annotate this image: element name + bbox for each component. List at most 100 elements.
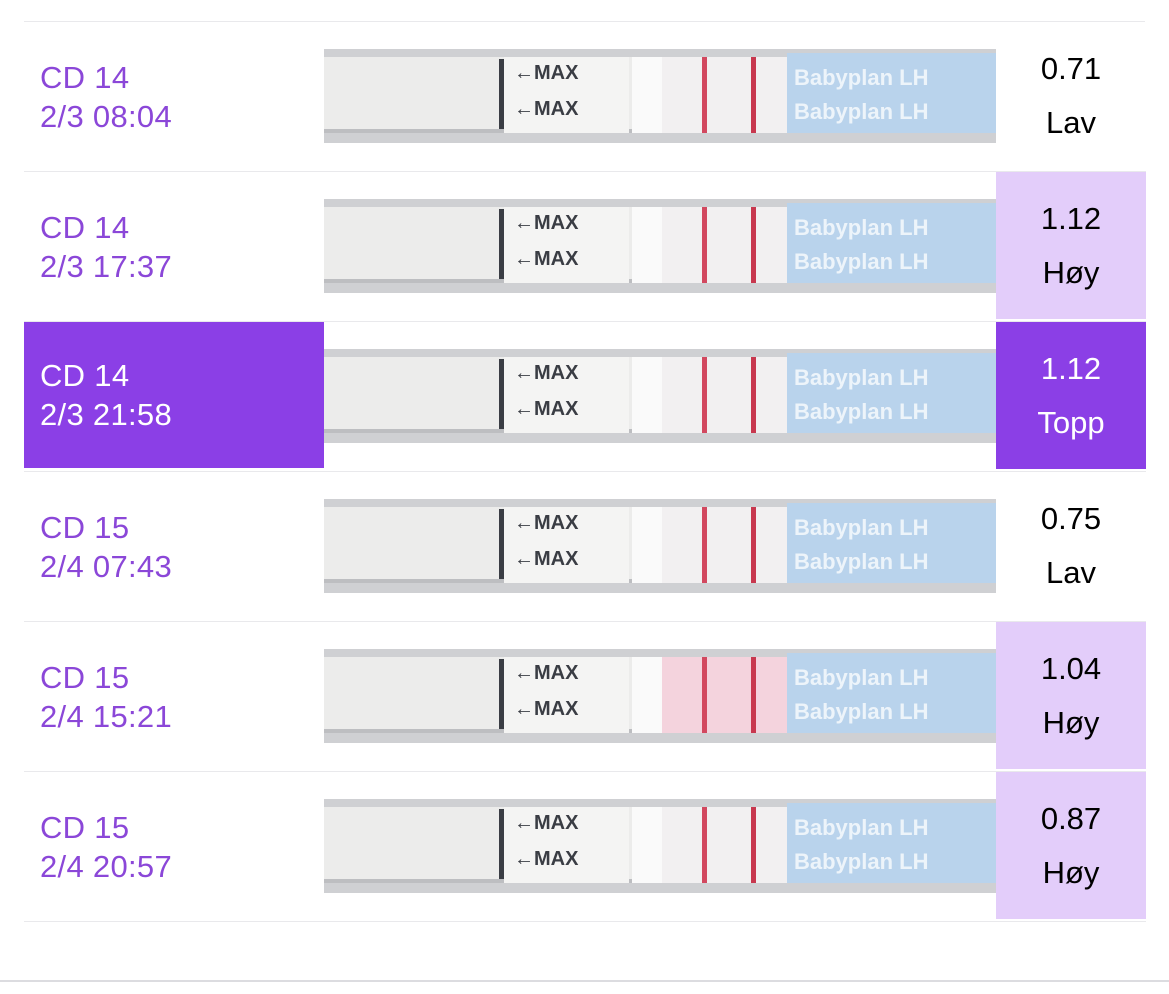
control-line xyxy=(751,807,756,883)
strip-window-edge xyxy=(632,57,662,133)
strip-brand-text: Babyplan LH xyxy=(794,549,928,574)
max-arrow-label: ←MAX xyxy=(514,812,579,834)
test-strip-photo: ←MAX ←MAX Babyplan LH Babyplan LH xyxy=(324,499,996,593)
test-line xyxy=(702,57,707,133)
result-level: Høy xyxy=(1042,704,1100,740)
strip-result-window xyxy=(662,207,787,283)
max-arrow-label: ←MAX xyxy=(514,848,579,870)
result-cell: 1.12 Topp xyxy=(996,322,1146,469)
result-level: Lav xyxy=(1046,104,1096,140)
strip-window-edge xyxy=(632,207,662,283)
result-cell: 1.12 Høy xyxy=(996,172,1146,319)
test-row[interactable]: CD 15 2/4 07:43 ←MAX ←MAX Babyplan LH Babyp… xyxy=(24,472,1146,622)
test-strip-photo: ←MAX ←MAX Babyplan LH Babyplan LH xyxy=(324,199,996,293)
result-level: Høy xyxy=(1042,254,1100,290)
strip-brand-text: Babyplan LH xyxy=(794,215,928,240)
test-date-cell: CD 15 2/4 07:43 xyxy=(24,472,324,621)
strip-brand-label xyxy=(787,53,996,133)
test-date-cell: CD 15 2/4 20:57 xyxy=(24,772,324,921)
test-line xyxy=(702,357,707,433)
max-arrow-label: ←MAX xyxy=(514,98,579,120)
control-line xyxy=(751,357,756,433)
strip-image: ←MAX ←MAX Babyplan LH Babyplan LH xyxy=(324,649,996,743)
top-divider xyxy=(24,21,1145,22)
strip-result-window xyxy=(662,807,787,883)
bottom-divider xyxy=(0,980,1169,982)
max-arrow-label: ←MAX xyxy=(514,398,579,420)
control-line xyxy=(751,207,756,283)
strip-image: ←MAX ←MAX Babyplan LH Babyplan LH xyxy=(324,199,996,293)
strip-result-window xyxy=(662,57,787,133)
strip-handle xyxy=(504,657,629,733)
max-marker-bar xyxy=(499,209,504,279)
strip-window-edge xyxy=(632,657,662,733)
strip-handle xyxy=(504,507,629,583)
test-date-cell: CD 14 2/3 17:37 xyxy=(24,172,324,321)
strip-brand-text: Babyplan LH xyxy=(794,665,928,690)
strip-brand-label xyxy=(787,203,996,283)
result-cell: 0.71 Lav xyxy=(996,22,1146,169)
cycle-day-label: CD 15 xyxy=(40,809,130,845)
max-arrow-label: ←MAX xyxy=(514,548,579,570)
test-row[interactable]: CD 15 2/4 20:57 ←MAX ←MAX Babyplan LH Babyp… xyxy=(24,772,1146,922)
result-level: Topp xyxy=(1037,404,1105,440)
test-row[interactable]: CD 14 2/3 17:37 ←MAX ←MAX Babyplan LH Babyp… xyxy=(24,172,1146,322)
strip-brand-text: Babyplan LH xyxy=(794,249,928,274)
strip-result-window xyxy=(662,657,787,733)
strip-brand-text: Babyplan LH xyxy=(794,365,928,390)
strip-brand-label xyxy=(787,803,996,883)
strip-handle xyxy=(504,57,629,133)
max-marker-bar xyxy=(499,359,504,429)
strip-brand-text: Babyplan LH xyxy=(794,815,928,840)
strip-brand-text: Babyplan LH xyxy=(794,515,928,540)
max-marker-bar xyxy=(499,509,504,579)
control-line xyxy=(751,507,756,583)
result-value: 0.75 xyxy=(1040,500,1102,536)
test-strip-photo: ←MAX ←MAX Babyplan LH Babyplan LH xyxy=(324,799,996,893)
result-level: Høy xyxy=(1042,854,1100,890)
test-datetime-label: 2/3 08:04 xyxy=(40,98,172,134)
cycle-day-label: CD 15 xyxy=(40,509,130,545)
test-date-cell: CD 15 2/4 15:21 xyxy=(24,622,324,771)
strip-brand-label xyxy=(787,353,996,433)
strip-image: ←MAX ←MAX Babyplan LH Babyplan LH xyxy=(324,349,996,443)
test-row[interactable]: CD 15 2/4 15:21 ←MAX ←MAX Babyplan LH Babyp… xyxy=(24,622,1146,772)
max-arrow-label: ←MAX xyxy=(514,248,579,270)
strip-brand-text: Babyplan LH xyxy=(794,99,928,124)
strip-result-window xyxy=(662,507,787,583)
test-row[interactable]: CD 14 2/3 21:58 ←MAX ←MAX Babyplan LH Babyp… xyxy=(24,322,1146,472)
test-row[interactable]: CD 14 2/3 08:04 ←MAX ←MAX Babyplan LH Babyp… xyxy=(24,22,1146,172)
test-results-list: CD 14 2/3 08:04 ←MAX ←MAX Babyplan LH Babyp… xyxy=(24,22,1146,922)
max-arrow-label: ←MAX xyxy=(514,362,579,384)
max-marker-bar xyxy=(499,59,504,129)
test-strip-photo: ←MAX ←MAX Babyplan LH Babyplan LH xyxy=(324,49,996,143)
test-datetime-label: 2/4 20:57 xyxy=(40,848,172,884)
max-arrow-label: ←MAX xyxy=(514,212,579,234)
strip-handle xyxy=(504,207,629,283)
strip-result-window xyxy=(662,357,787,433)
control-line xyxy=(751,57,756,133)
result-value: 1.12 xyxy=(1040,350,1102,386)
test-datetime-label: 2/4 15:21 xyxy=(40,698,172,734)
test-datetime-label: 2/3 17:37 xyxy=(40,248,172,284)
max-arrow-label: ←MAX xyxy=(514,662,579,684)
result-value: 1.04 xyxy=(1040,650,1102,686)
result-cell: 1.04 Høy xyxy=(996,622,1146,769)
strip-window-edge xyxy=(632,357,662,433)
test-line xyxy=(702,507,707,583)
result-cell: 0.87 Høy xyxy=(996,772,1146,919)
test-line xyxy=(702,207,707,283)
max-arrow-label: ←MAX xyxy=(514,62,579,84)
test-line xyxy=(702,807,707,883)
result-cell: 0.75 Lav xyxy=(996,472,1146,619)
strip-brand-text: Babyplan LH xyxy=(794,699,928,724)
strip-brand-label xyxy=(787,653,996,733)
max-arrow-label: ←MAX xyxy=(514,698,579,720)
strip-brand-text: Babyplan LH xyxy=(794,399,928,424)
strip-brand-text: Babyplan LH xyxy=(794,65,928,90)
control-line xyxy=(751,657,756,733)
test-datetime-label: 2/4 07:43 xyxy=(40,548,172,584)
strip-window-edge xyxy=(632,507,662,583)
strip-brand-text: Babyplan LH xyxy=(794,849,928,874)
max-marker-bar xyxy=(499,659,504,729)
